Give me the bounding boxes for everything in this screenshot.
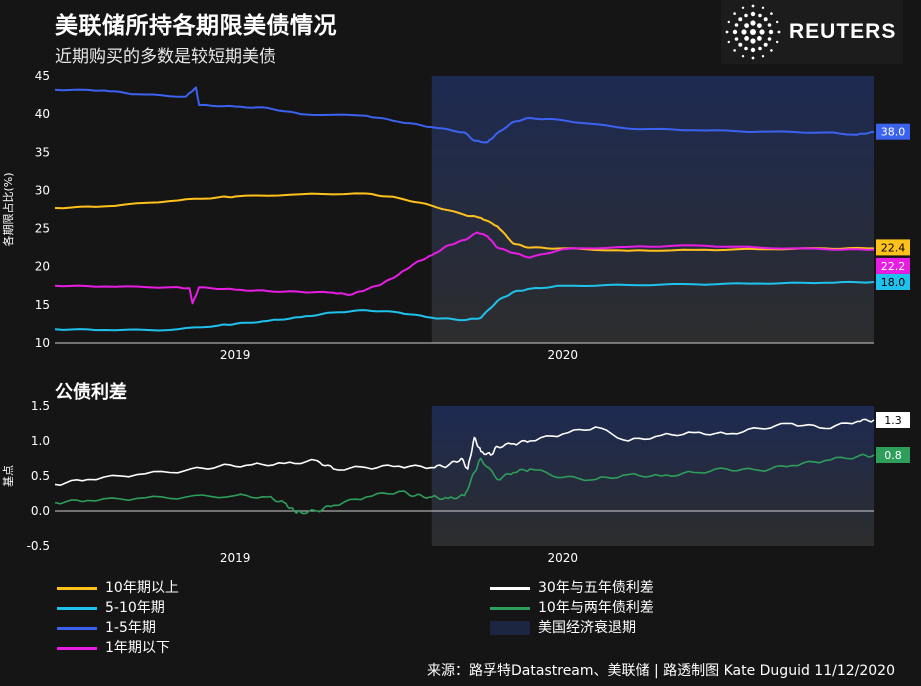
y-tick-label: 1.0 (31, 434, 50, 448)
legend-swatch (490, 586, 530, 590)
y-tick-label: 35 (35, 145, 50, 159)
legend-swatch (57, 606, 97, 610)
source-note: 来源：路孚特Datastream、美联储 | 路透制图 Kate Duguid … (427, 663, 895, 679)
legend-label: 1-5年期 (105, 620, 156, 636)
y-tick-label: 45 (35, 69, 50, 83)
y-tick-label: 25 (35, 222, 50, 236)
legend-swatch (490, 606, 530, 610)
end-value-label: 18.0 (881, 276, 906, 289)
legend-label: 美国经济衰退期 (538, 620, 636, 636)
y-tick-label: 20 (35, 260, 50, 274)
panel-title: 公债利差 (55, 381, 127, 403)
series-line-2 (54, 453, 875, 515)
legend-label: 10年与两年债利差 (538, 600, 654, 616)
legend-item: 30年与五年债利差 (490, 578, 654, 598)
legend-swatch (57, 626, 97, 630)
y-tick-label: 10 (35, 336, 50, 350)
x-tick-label: 2019 (220, 551, 251, 565)
legend-label: 30年与五年债利差 (538, 580, 654, 596)
x-tick-label: 2019 (220, 348, 251, 362)
end-value-box (876, 273, 910, 290)
y-tick-label: 30 (35, 183, 50, 197)
reuters-dots-icon (725, 4, 781, 60)
series-line-4 (54, 231, 875, 305)
chart-title: 美联储所持各期限美债情况 (55, 13, 337, 39)
end-value-label: 22.2 (881, 260, 906, 273)
y-axis-label: 基点 (2, 465, 15, 487)
end-value-box (876, 412, 910, 428)
legend-item: 1年期以下 (57, 638, 170, 658)
end-value-box (876, 257, 910, 274)
series-line-1 (54, 418, 875, 486)
series-line-1 (54, 192, 875, 252)
y-tick-label: 0.0 (31, 504, 50, 518)
legend-item: 美国经济衰退期 (490, 618, 636, 638)
y-axis-label: 各期限占比(%) (1, 172, 15, 246)
reuters-logo: REUTERS (721, 0, 903, 64)
end-value-label: 22.4 (881, 241, 906, 254)
y-tick-label: 1.5 (31, 399, 50, 413)
end-value-box (876, 239, 910, 256)
legend-item: 1-5年期 (57, 618, 156, 638)
legend-item: 10年与两年债利差 (490, 598, 654, 618)
legend-item: 5-10年期 (57, 598, 165, 618)
end-value-label: 38.0 (881, 126, 906, 139)
chart-subtitle: 近期购买的多数是较短期美债 (55, 47, 276, 67)
legend-label: 10年期以上 (105, 580, 179, 596)
legend-item: 10年期以上 (57, 578, 179, 598)
recession-shade (431, 76, 874, 343)
end-value-box (876, 123, 910, 140)
x-tick-label: 2020 (548, 348, 579, 362)
chart-area: 10 15 20 25 30 35 40 45 2019 2020 各期限占比(%) 22.4 18.0… (1, 69, 910, 565)
legend-swatch (490, 621, 530, 635)
series-line-2 (54, 280, 875, 332)
end-value-label: 0.8 (884, 449, 902, 462)
legend-label: 1年期以下 (105, 640, 170, 656)
end-value-box (876, 447, 910, 463)
y-tick-label: 15 (35, 298, 50, 312)
y-tick-label: -0.5 (27, 539, 50, 553)
legend-label: 5-10年期 (105, 600, 165, 616)
x-tick-label: 2020 (548, 551, 579, 565)
y-tick-label: 40 (35, 107, 50, 121)
y-tick-label: 0.5 (31, 469, 50, 483)
series-line-3 (54, 86, 875, 144)
end-value-label: 1.3 (884, 414, 902, 427)
legend-swatch (57, 646, 97, 650)
brand-name: REUTERS (789, 20, 897, 43)
legend-swatch (57, 586, 97, 590)
